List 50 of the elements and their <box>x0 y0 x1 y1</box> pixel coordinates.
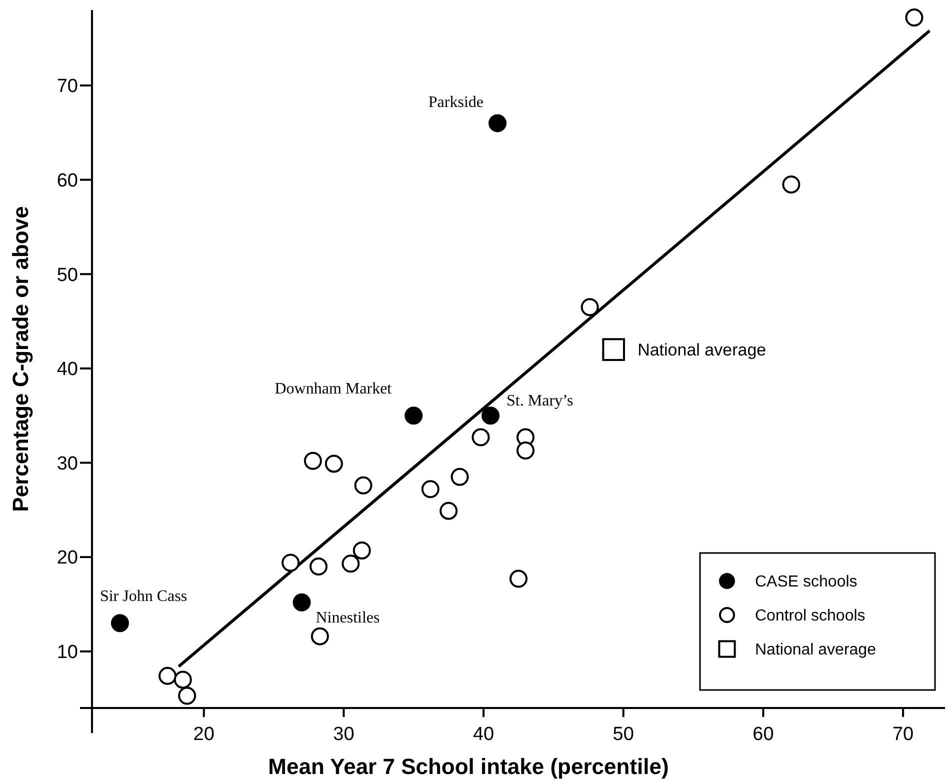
y-tick-label: 10 <box>56 642 78 664</box>
x-tick-label: 70 <box>892 724 914 745</box>
point <box>310 558 328 576</box>
x-tick-label: 60 <box>752 724 774 745</box>
point <box>516 441 534 460</box>
point <box>782 176 800 194</box>
point <box>510 570 528 588</box>
x-tick-label: 50 <box>612 724 634 745</box>
annotation: Sir John Cass <box>100 588 188 606</box>
point <box>404 406 423 425</box>
point <box>354 476 372 494</box>
point <box>450 468 469 486</box>
point <box>472 428 490 446</box>
point <box>482 406 500 425</box>
y-tick-label: 30 <box>56 453 78 474</box>
legend-label: Control schools <box>755 608 866 625</box>
y-tick-label: 40 <box>56 359 78 380</box>
x-axis-title: Mean Year 7 School intake (percentile) <box>268 754 669 779</box>
y-axis-title: Percentage C-grade or above <box>8 206 33 512</box>
point <box>282 554 300 572</box>
legend-label: National average <box>755 642 876 659</box>
point <box>178 686 196 705</box>
point <box>110 614 129 632</box>
y-tick-label: 50 <box>56 264 78 286</box>
point <box>602 338 625 361</box>
point <box>352 541 371 560</box>
x-tick-label: 20 <box>193 724 214 745</box>
legend-label: CASE schools <box>755 574 858 591</box>
point <box>342 554 360 573</box>
point <box>488 114 507 132</box>
point <box>292 593 311 612</box>
annotation: Ninestiles <box>316 609 380 626</box>
annotation: Parkside <box>428 94 484 112</box>
point <box>905 8 924 27</box>
y-tick-label: 20 <box>56 548 78 569</box>
x-tick-label: 40 <box>472 724 494 745</box>
point <box>440 502 458 520</box>
point <box>324 454 343 473</box>
point <box>580 298 599 316</box>
point <box>304 452 322 470</box>
annotation: St. Mary’s <box>506 392 574 410</box>
y-tick-label: 60 <box>56 170 78 192</box>
annotation: Downham Market <box>274 380 392 398</box>
point <box>158 666 177 685</box>
y-tick-label: 70 <box>56 76 78 98</box>
point <box>310 627 329 646</box>
point <box>174 670 192 689</box>
annotation: National average <box>638 340 766 360</box>
x-tick-label: 30 <box>333 724 354 745</box>
point <box>421 480 440 498</box>
